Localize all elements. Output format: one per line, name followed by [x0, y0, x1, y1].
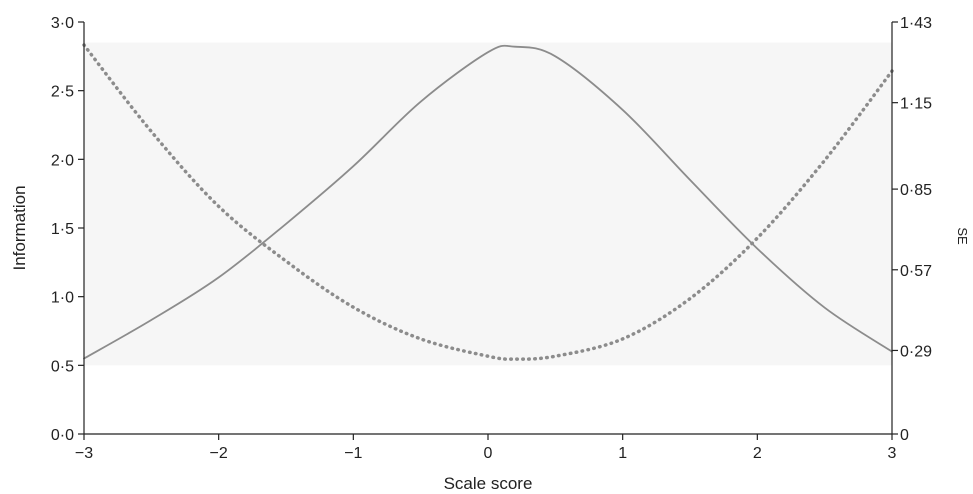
- y2-tick-label: 1·43: [900, 15, 932, 32]
- y-tick-label: 2·0: [51, 152, 74, 169]
- y-axis-label: Information: [10, 185, 29, 270]
- x-tick-label: 2: [753, 445, 762, 462]
- y2-axis-label: SE: [955, 227, 970, 245]
- x-tick-label: 1: [618, 445, 627, 462]
- x-tick-label: −1: [344, 445, 362, 462]
- y2-tick-label: 0: [900, 427, 909, 444]
- y-tick-label: 1·0: [51, 290, 74, 307]
- y-ticks: 0·0 0·5 1·0 1·5 2·0 2·5 3·0: [51, 15, 84, 444]
- y-tick-label: 0·5: [51, 358, 74, 375]
- se-curve: [82, 43, 894, 361]
- y-tick-label: 0·0: [51, 427, 74, 444]
- shaded-background: [84, 42, 892, 366]
- y2-tick-label: 1·15: [900, 96, 932, 113]
- x-axis-label: Scale score: [444, 474, 533, 493]
- y-tick-label: 1·5: [51, 221, 74, 238]
- x-ticks: −3 −2 −1 0 1 2 3: [75, 434, 897, 462]
- series-layer: [82, 43, 894, 361]
- y2-tick-label: 0·29: [900, 343, 932, 360]
- x-tick-label: −2: [210, 445, 228, 462]
- y-tick-label: 3·0: [51, 15, 74, 32]
- y2-tick-label: 0·85: [900, 182, 932, 199]
- x-tick-label: −3: [75, 445, 93, 462]
- y2-tick-label: 0·57: [900, 263, 932, 280]
- x-tick-label: 0: [484, 445, 493, 462]
- y2-ticks: 0 0·29 0·57 0·85 1·15 1·43: [892, 15, 932, 444]
- y-tick-label: 2·5: [51, 84, 74, 101]
- x-tick-label: 3: [888, 445, 897, 462]
